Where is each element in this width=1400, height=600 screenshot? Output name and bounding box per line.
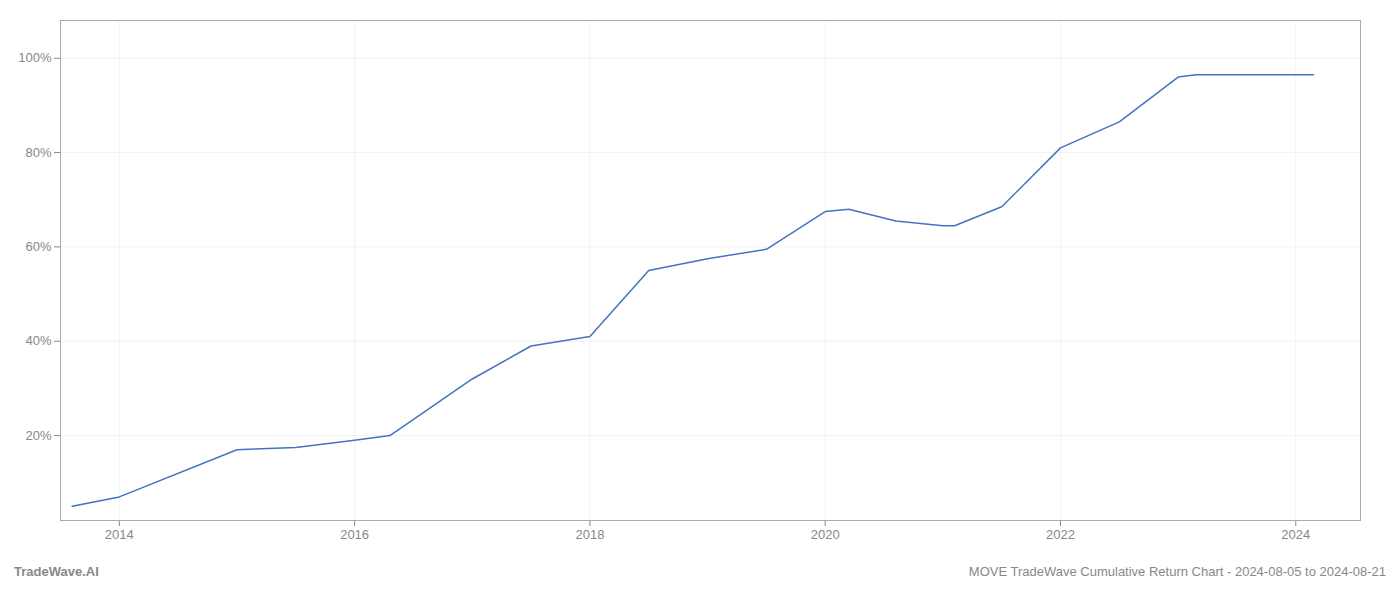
svg-text:2016: 2016 <box>340 527 369 542</box>
svg-text:2024: 2024 <box>1281 527 1310 542</box>
svg-text:60%: 60% <box>25 239 51 254</box>
html-text:MOVE TradeWave Cumulative Retu: MOVE TradeWave Cumulative Return Chart -… <box>968 564 1386 579</box>
svg-text:2018: 2018 <box>575 527 604 542</box>
svg-text:100%: 100% <box>18 50 52 65</box>
svg-text:2020: 2020 <box>811 527 840 542</box>
svg-text:80%: 80% <box>25 145 51 160</box>
svg-text:20%: 20% <box>25 428 51 443</box>
svg-text:40%: 40% <box>25 333 51 348</box>
html-text:TradeWave.AI: TradeWave.AI <box>14 564 99 579</box>
svg-text:2022: 2022 <box>1046 527 1075 542</box>
svg-text:2014: 2014 <box>105 527 134 542</box>
